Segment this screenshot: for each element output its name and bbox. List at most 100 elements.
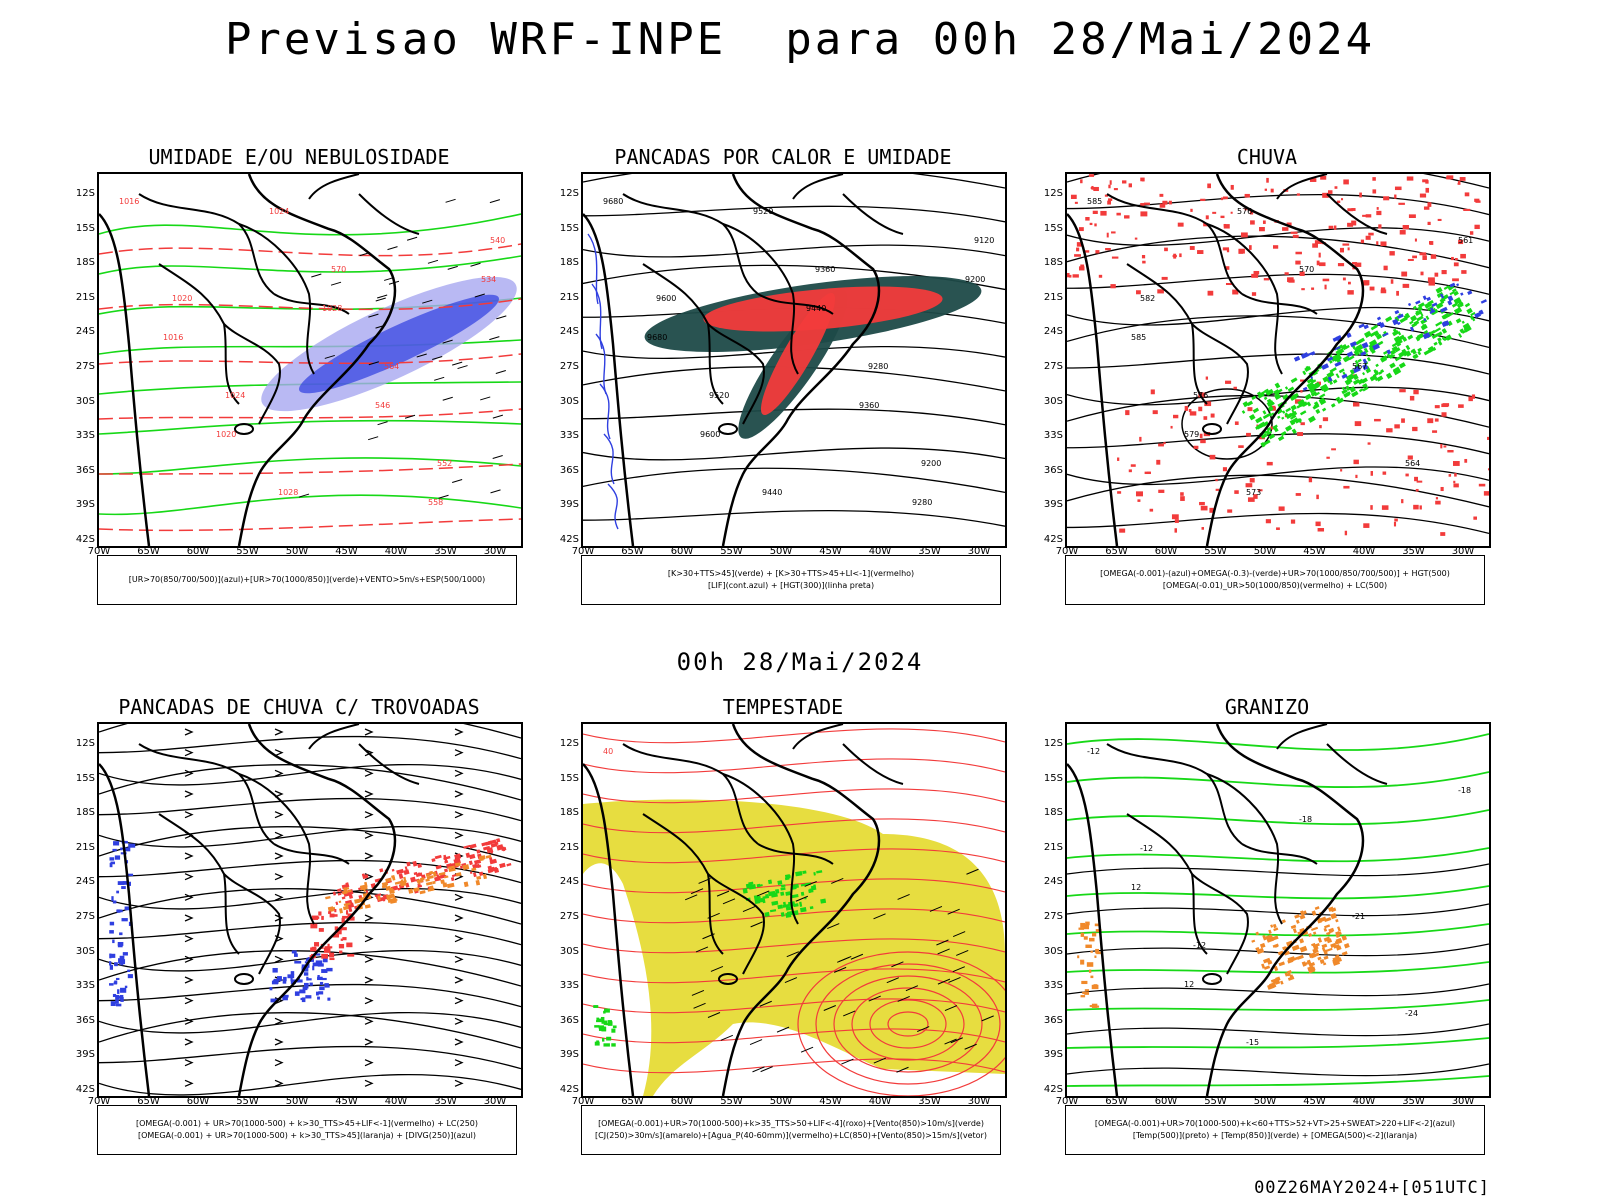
- precip-cell: [1454, 257, 1458, 261]
- precip-cell: [1411, 322, 1418, 328]
- precip-cell: [1410, 315, 1418, 322]
- precip-cell: [753, 895, 759, 900]
- precip-cell: [115, 999, 119, 1004]
- coastline: [1067, 724, 1365, 1096]
- precip-cell: [1083, 936, 1088, 940]
- precip-cell: [333, 914, 338, 917]
- precip-cell: [1454, 298, 1462, 305]
- precip-cell: [1268, 929, 1272, 934]
- precip-cell: [1266, 398, 1272, 404]
- precip-cell: [1164, 247, 1168, 252]
- precip-cell: [1072, 274, 1079, 278]
- map-tempestade: 40: [581, 722, 1007, 1098]
- humidity-contour: [99, 381, 521, 395]
- precip-cell: [1397, 321, 1401, 326]
- lat-tick-label: 39S: [1043, 1049, 1063, 1061]
- precip-cell: [602, 1038, 605, 1042]
- precip-cell: [1407, 455, 1413, 460]
- precip-cell: [1244, 193, 1250, 198]
- precip-cell: [1422, 295, 1427, 301]
- temp-850-contour: [1067, 1037, 1489, 1049]
- precip-cell: [1417, 302, 1425, 309]
- precip-cell: [1345, 385, 1351, 391]
- precip-cell: [1373, 370, 1379, 375]
- precip-cell: [110, 861, 116, 865]
- low-pressure-contour: [1181, 388, 1273, 460]
- lat-tick-label: 36S: [75, 464, 95, 476]
- precip-cell: [1442, 320, 1447, 326]
- precip-cell: [1336, 931, 1342, 936]
- precip-cell: [1458, 301, 1464, 308]
- legend-line: [LIF](cont.azul) + [HGT(300)](linha pret…: [707, 581, 875, 590]
- precip-cell: [121, 886, 126, 890]
- precip-cell: [119, 932, 123, 936]
- panel-legend: [OMEGA(-0.001)+UR>70(1000-500)+k>35_TTS>…: [581, 1105, 1001, 1155]
- precip-cell: [1349, 341, 1357, 348]
- precip-cell: [1233, 386, 1237, 390]
- precip-cell: [122, 881, 128, 885]
- precip-cell: [1322, 962, 1327, 966]
- precip-cell: [1249, 209, 1254, 215]
- precip-cell: [1362, 386, 1369, 392]
- precip-cell: [506, 863, 512, 867]
- precip-cell: [1428, 280, 1435, 286]
- precip-cell: [1447, 312, 1454, 318]
- precip-cell: [1369, 331, 1377, 338]
- wind-vector: [489, 336, 500, 341]
- precip-cell: [1313, 942, 1320, 948]
- precip-cell: [1337, 348, 1345, 355]
- precip-cell: [1251, 292, 1257, 296]
- precip-cell: [597, 1018, 603, 1022]
- precip-cell: [1147, 471, 1151, 474]
- lon-tick-label: 60W: [670, 1096, 694, 1107]
- precip-cell: [325, 895, 331, 900]
- precip-cell: [1262, 934, 1267, 941]
- precip-cell: [472, 872, 477, 878]
- lat-tick-label: 24S: [559, 326, 579, 338]
- precip-cell: [329, 952, 335, 958]
- precip-cell: [1420, 323, 1428, 331]
- flow-arrow: [364, 1038, 374, 1046]
- state-border: [1191, 873, 1249, 975]
- precip-cell: [1311, 910, 1317, 916]
- precip-cell: [1411, 348, 1417, 355]
- streamline: [99, 764, 521, 801]
- precip-cell: [1264, 188, 1267, 191]
- precip-cell: [322, 977, 327, 981]
- precip-cell: [1341, 386, 1346, 391]
- precip-cell: [1393, 335, 1401, 343]
- precip-cell: [1402, 283, 1410, 288]
- flow-arrow: [454, 1079, 464, 1087]
- precip-cell: [438, 871, 446, 876]
- precip-cell: [1362, 358, 1368, 365]
- precip-cell: [1316, 494, 1319, 500]
- flow-arrow: [184, 1017, 194, 1025]
- precip-cell: [1401, 271, 1408, 277]
- precip-cell: [109, 953, 112, 959]
- precip-cell: [1380, 287, 1386, 291]
- precip-cell: [1437, 218, 1442, 221]
- legend-line: [OMEGA(-0.001)-(azul)+OMEGA(-0.3)-(verde…: [1100, 569, 1450, 578]
- precip-cell: [1414, 238, 1417, 242]
- precip-cell: [1080, 995, 1086, 998]
- precip-cell: [1363, 347, 1369, 354]
- contour-label: 1028: [278, 488, 298, 497]
- precip-cell: [1334, 186, 1338, 189]
- lon-tick-label: 30W: [483, 1096, 507, 1107]
- flow-arrow: [454, 1059, 464, 1067]
- precip-cell: [1416, 332, 1425, 340]
- wind-vector: [948, 976, 961, 983]
- precip-cell: [394, 881, 402, 885]
- contour-label: -12: [1193, 941, 1206, 950]
- precip-cell: [1285, 425, 1293, 432]
- precip-cell: [1341, 951, 1348, 956]
- precip-cell: [1341, 373, 1348, 379]
- precip-cell: [283, 976, 287, 982]
- precip-cell: [1441, 270, 1447, 275]
- precip-cell: [468, 853, 476, 860]
- lat-tick-label: 21S: [75, 291, 95, 303]
- precip-cell: [1201, 527, 1205, 530]
- precip-cell: [1471, 394, 1476, 399]
- precip-cell: [1351, 390, 1359, 398]
- lon-tick-label: 70W: [87, 1096, 111, 1107]
